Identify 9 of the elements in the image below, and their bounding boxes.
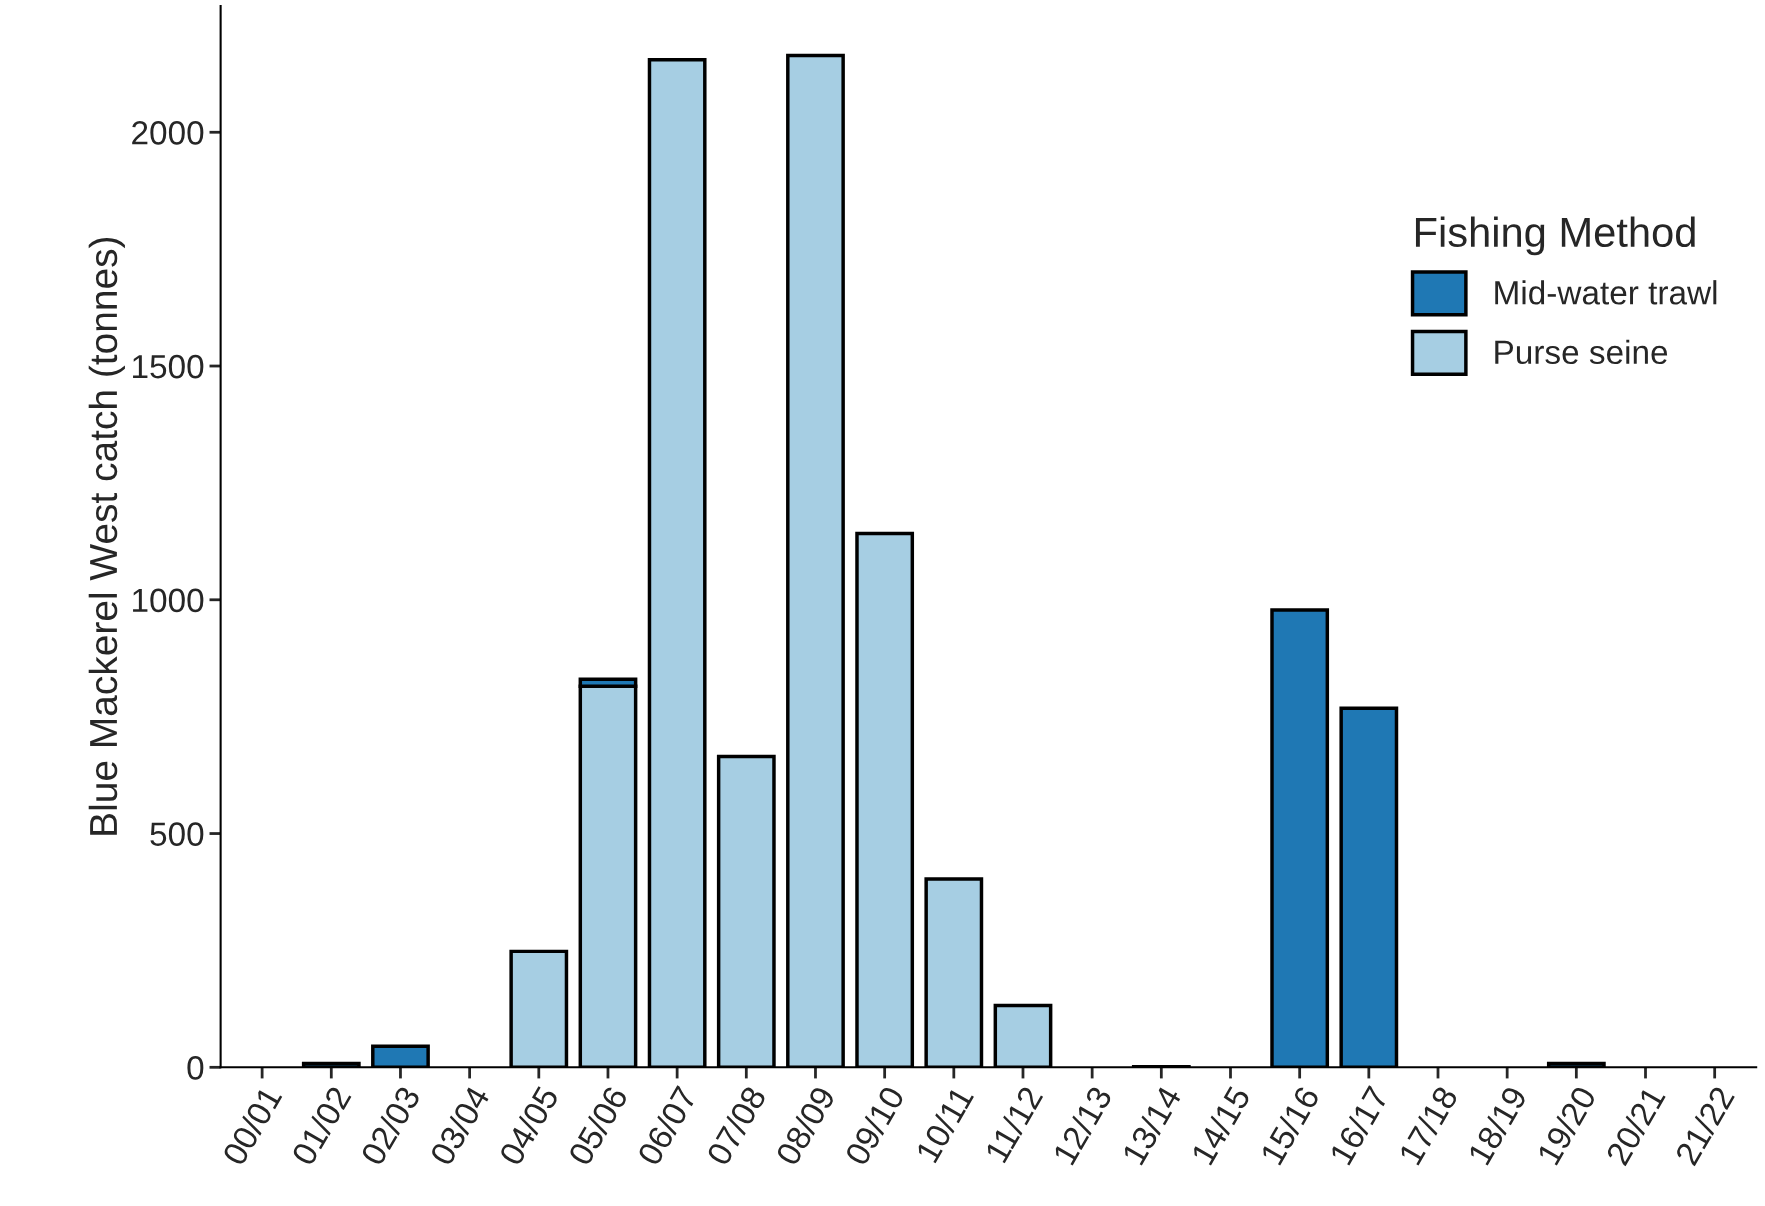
y-tick-label: 1500 (133, 354, 204, 379)
legend-label: Mid-water trawl (1495, 280, 1717, 305)
legend-title: Fishing Method (1415, 216, 1695, 256)
y-tick-label: 1000 (133, 588, 204, 613)
y-tick-label: 2000 (132, 121, 204, 145)
legend-label: Purse seine (1495, 339, 1668, 365)
y-tick-label: 0 (187, 1056, 204, 1080)
y-axis-title: Blue Mackerel West catch (tonnes) (88, 237, 125, 835)
y-tick-label: 500 (150, 822, 204, 846)
